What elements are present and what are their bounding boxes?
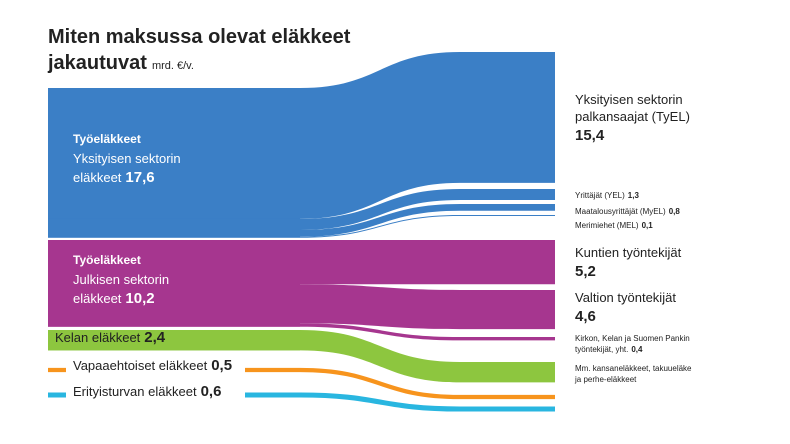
- chart-title: Miten maksussa olevat eläkkeet: [48, 26, 351, 48]
- node-value: 2,4: [144, 329, 166, 346]
- target-label-line: työntekijät, yht. 0,4: [575, 345, 643, 354]
- target-label-line: ja perhe-eläkkeet: [574, 375, 637, 384]
- target-value: 15,4: [575, 127, 605, 144]
- target-label: Merimiehet (MEL): [575, 221, 639, 230]
- flow: [48, 204, 555, 237]
- node-value: 10,2: [125, 290, 154, 307]
- target-label-line: Maatalousyrittäjät (MyEL) 0,8: [575, 207, 680, 216]
- target-label: Yrittäjät (YEL): [575, 191, 625, 200]
- node-label: eläkkeet: [73, 291, 122, 306]
- target-label-line: Mm. kansaneläkkeet, takuueläke: [575, 364, 692, 373]
- chart-title: jakautuvat mrd. €/v.: [47, 52, 194, 74]
- node-label: Yksityisen sektorin: [73, 151, 181, 166]
- target-label: Yksityisen sektorin: [575, 92, 683, 107]
- target-label: Valtion työntekijät: [575, 290, 676, 305]
- node-label: Erityisturvan eläkkeet: [73, 384, 197, 399]
- node-label-line: Julkisen sektorin: [73, 272, 169, 287]
- flow: [48, 52, 555, 219]
- node-group: Työeläkkeet: [73, 132, 141, 146]
- flow: [48, 330, 555, 383]
- target-label: palkansaajat (TyEL): [575, 109, 690, 124]
- target-value: 5,2: [575, 263, 596, 280]
- target-label-line: Yrittäjät (YEL) 1,3: [575, 191, 639, 200]
- chart-title: jakautuvat: [47, 52, 147, 74]
- target-label: ja perhe-eläkkeet: [574, 375, 637, 384]
- node-label-line: Kelan eläkkeet 2,4: [55, 329, 166, 346]
- node-value: 0,6: [201, 383, 222, 400]
- flow: [48, 284, 555, 330]
- unit: mrd. €/v.: [152, 60, 194, 72]
- flow: [48, 323, 555, 341]
- node-value: 17,6: [125, 169, 154, 186]
- target-value: 1,3: [628, 191, 640, 200]
- target-label: Kirkon, Kelan ja Suomen Pankin: [575, 334, 690, 343]
- node-label: Julkisen sektorin: [73, 272, 169, 287]
- target-label: Mm. kansaneläkkeet, takuueläke: [575, 364, 692, 373]
- target-value: 0,8: [669, 207, 681, 216]
- node-label-line: eläkkeet 10,2: [73, 290, 155, 307]
- node-line: [48, 367, 555, 400]
- target-value: 4,6: [575, 308, 596, 325]
- target-label: Maatalousyrittäjät (MyEL): [575, 207, 666, 216]
- node-label-line: Yksityisen sektorin: [73, 151, 181, 166]
- node-line: [48, 392, 555, 412]
- node-group: Työeläkkeet: [73, 253, 141, 267]
- target-label-line: Merimiehet (MEL) 0,1: [575, 221, 653, 230]
- node-label-line: Vapaaehtoiset eläkkeet 0,5: [73, 357, 232, 374]
- node-label-line: eläkkeet 17,6: [73, 169, 155, 186]
- node-label: Kelan eläkkeet: [55, 330, 141, 345]
- target-label: Kuntien työntekijät: [575, 245, 682, 260]
- target-value: 0,1: [642, 221, 654, 230]
- node-label: eläkkeet: [73, 170, 122, 185]
- node-value: 0,5: [211, 357, 232, 374]
- flow: [48, 189, 555, 230]
- flow: [48, 240, 555, 285]
- node-label: Vapaaehtoiset eläkkeet: [73, 358, 208, 373]
- target-label-line: Kirkon, Kelan ja Suomen Pankin: [575, 334, 690, 343]
- node-label-line: Erityisturvan eläkkeet 0,6: [73, 383, 221, 400]
- target-value: 0,4: [631, 345, 643, 354]
- target-label: työntekijät, yht.: [575, 345, 628, 354]
